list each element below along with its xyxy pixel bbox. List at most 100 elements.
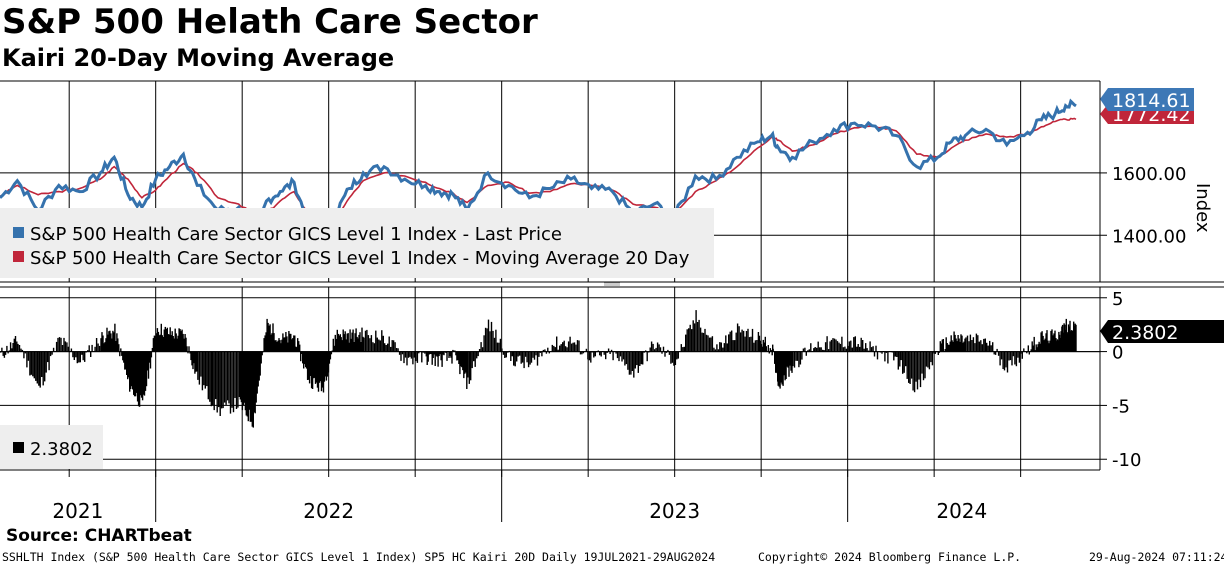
kairi-bar (999, 351, 1001, 366)
kairi-bar (24, 351, 27, 354)
kairi-bar (326, 351, 329, 377)
kairi-bar (170, 335, 172, 352)
kairi-bar (464, 351, 466, 374)
kairi-bar (296, 347, 298, 352)
kairi-bar (97, 343, 99, 352)
kairi-bar (218, 351, 220, 408)
kairi-bar (576, 340, 579, 352)
kairi-bar (582, 351, 585, 354)
kairi-bar (165, 329, 167, 352)
kairi-bar (249, 351, 251, 422)
kairi-bar (406, 351, 408, 366)
kairi-bar (0, 351, 2, 353)
kairi-bar (23, 351, 25, 359)
kairi-bar (711, 336, 714, 352)
kairi-bar (652, 343, 654, 352)
kairi-bar (735, 332, 737, 352)
kairi-bar (49, 351, 52, 357)
kairi-bar (163, 329, 165, 352)
kairi-bar (845, 348, 848, 352)
kairi-bar (292, 338, 294, 352)
kairi-bar (52, 347, 55, 352)
kairi-bar (9, 342, 12, 352)
last-price-line (0, 98, 1077, 245)
kairi-bar (150, 351, 153, 358)
kairi-bar (219, 351, 221, 416)
kairi-bar (274, 340, 276, 352)
kairi-bar (559, 345, 561, 352)
kairi-bar (590, 351, 592, 363)
kairi-bar (824, 342, 827, 352)
kairi-bar (147, 351, 150, 379)
kairi-bar (742, 330, 745, 352)
kairi-bar (975, 333, 978, 352)
kairi-bar (342, 329, 344, 352)
kairi-bar (704, 328, 706, 352)
kairi-bar (915, 351, 917, 382)
kairi-bar (622, 351, 625, 360)
kairi-bar (36, 351, 38, 384)
kairi-bar (981, 344, 983, 352)
kairi-bar (112, 330, 114, 352)
kairi-bar (952, 341, 954, 352)
kairi-bar (511, 351, 513, 357)
kairi-bar (762, 339, 764, 352)
kairi-bar (599, 351, 601, 356)
kairi-bar (673, 351, 675, 366)
kairi-bar (726, 343, 728, 352)
kairi-bar (862, 340, 864, 352)
kairi-bar (61, 345, 64, 352)
kairi-bar (686, 329, 688, 352)
kairi-bar (45, 351, 47, 373)
kairi-bar (310, 351, 313, 389)
kairi-bar (400, 351, 402, 361)
kairi-bar (713, 347, 715, 352)
kairi-bar (235, 351, 238, 409)
kairi-bar (791, 351, 793, 373)
kairi-bar (856, 346, 858, 352)
kairi-bar (980, 340, 982, 352)
kairi-bar (350, 338, 352, 352)
kairi-bar (212, 351, 214, 406)
y-tick-label: -5 (1112, 396, 1130, 417)
kairi-bar (717, 349, 720, 352)
kairi-bar (456, 351, 458, 361)
kairi-bar (682, 347, 684, 352)
kairi-bar (921, 351, 923, 374)
kairi-bar (282, 333, 284, 352)
kairi-bar (388, 336, 390, 352)
kairi-bar (1060, 331, 1062, 352)
kairi-bar (269, 324, 271, 352)
kairi-bar (505, 351, 507, 358)
kairi-bar (1056, 339, 1059, 352)
kairi-bar (171, 331, 173, 352)
kairi-bar (172, 336, 174, 352)
kairi-bar (902, 351, 904, 374)
kairi-bar (748, 337, 751, 352)
kairi-bar (646, 351, 648, 362)
kairi-bar (1018, 351, 1021, 363)
kairi-bar (100, 338, 102, 352)
kairi-bar (450, 351, 452, 358)
kairi-bar (129, 351, 131, 392)
kairi-bar (145, 351, 148, 387)
kairi-bar (141, 351, 144, 401)
kairi-bar (759, 340, 762, 352)
kairi-bar (288, 331, 290, 352)
kairi-bar (189, 351, 191, 354)
kairi-bar (639, 351, 641, 366)
kairi-bar (1031, 341, 1033, 352)
kairi-bar (426, 351, 428, 365)
kairi-bar (640, 351, 642, 365)
kairi-bar (154, 335, 157, 352)
legend-ma-swatch (13, 251, 24, 262)
kairi-bar (1045, 333, 1047, 352)
kairi-bar (138, 351, 141, 407)
kairi-bar (176, 338, 178, 352)
kairi-bar (173, 338, 175, 352)
kairi-bar (691, 329, 693, 352)
source-note: Source: CHARTbeat (6, 526, 192, 546)
kairi-bar (963, 341, 965, 352)
kairi-bar (175, 333, 177, 352)
